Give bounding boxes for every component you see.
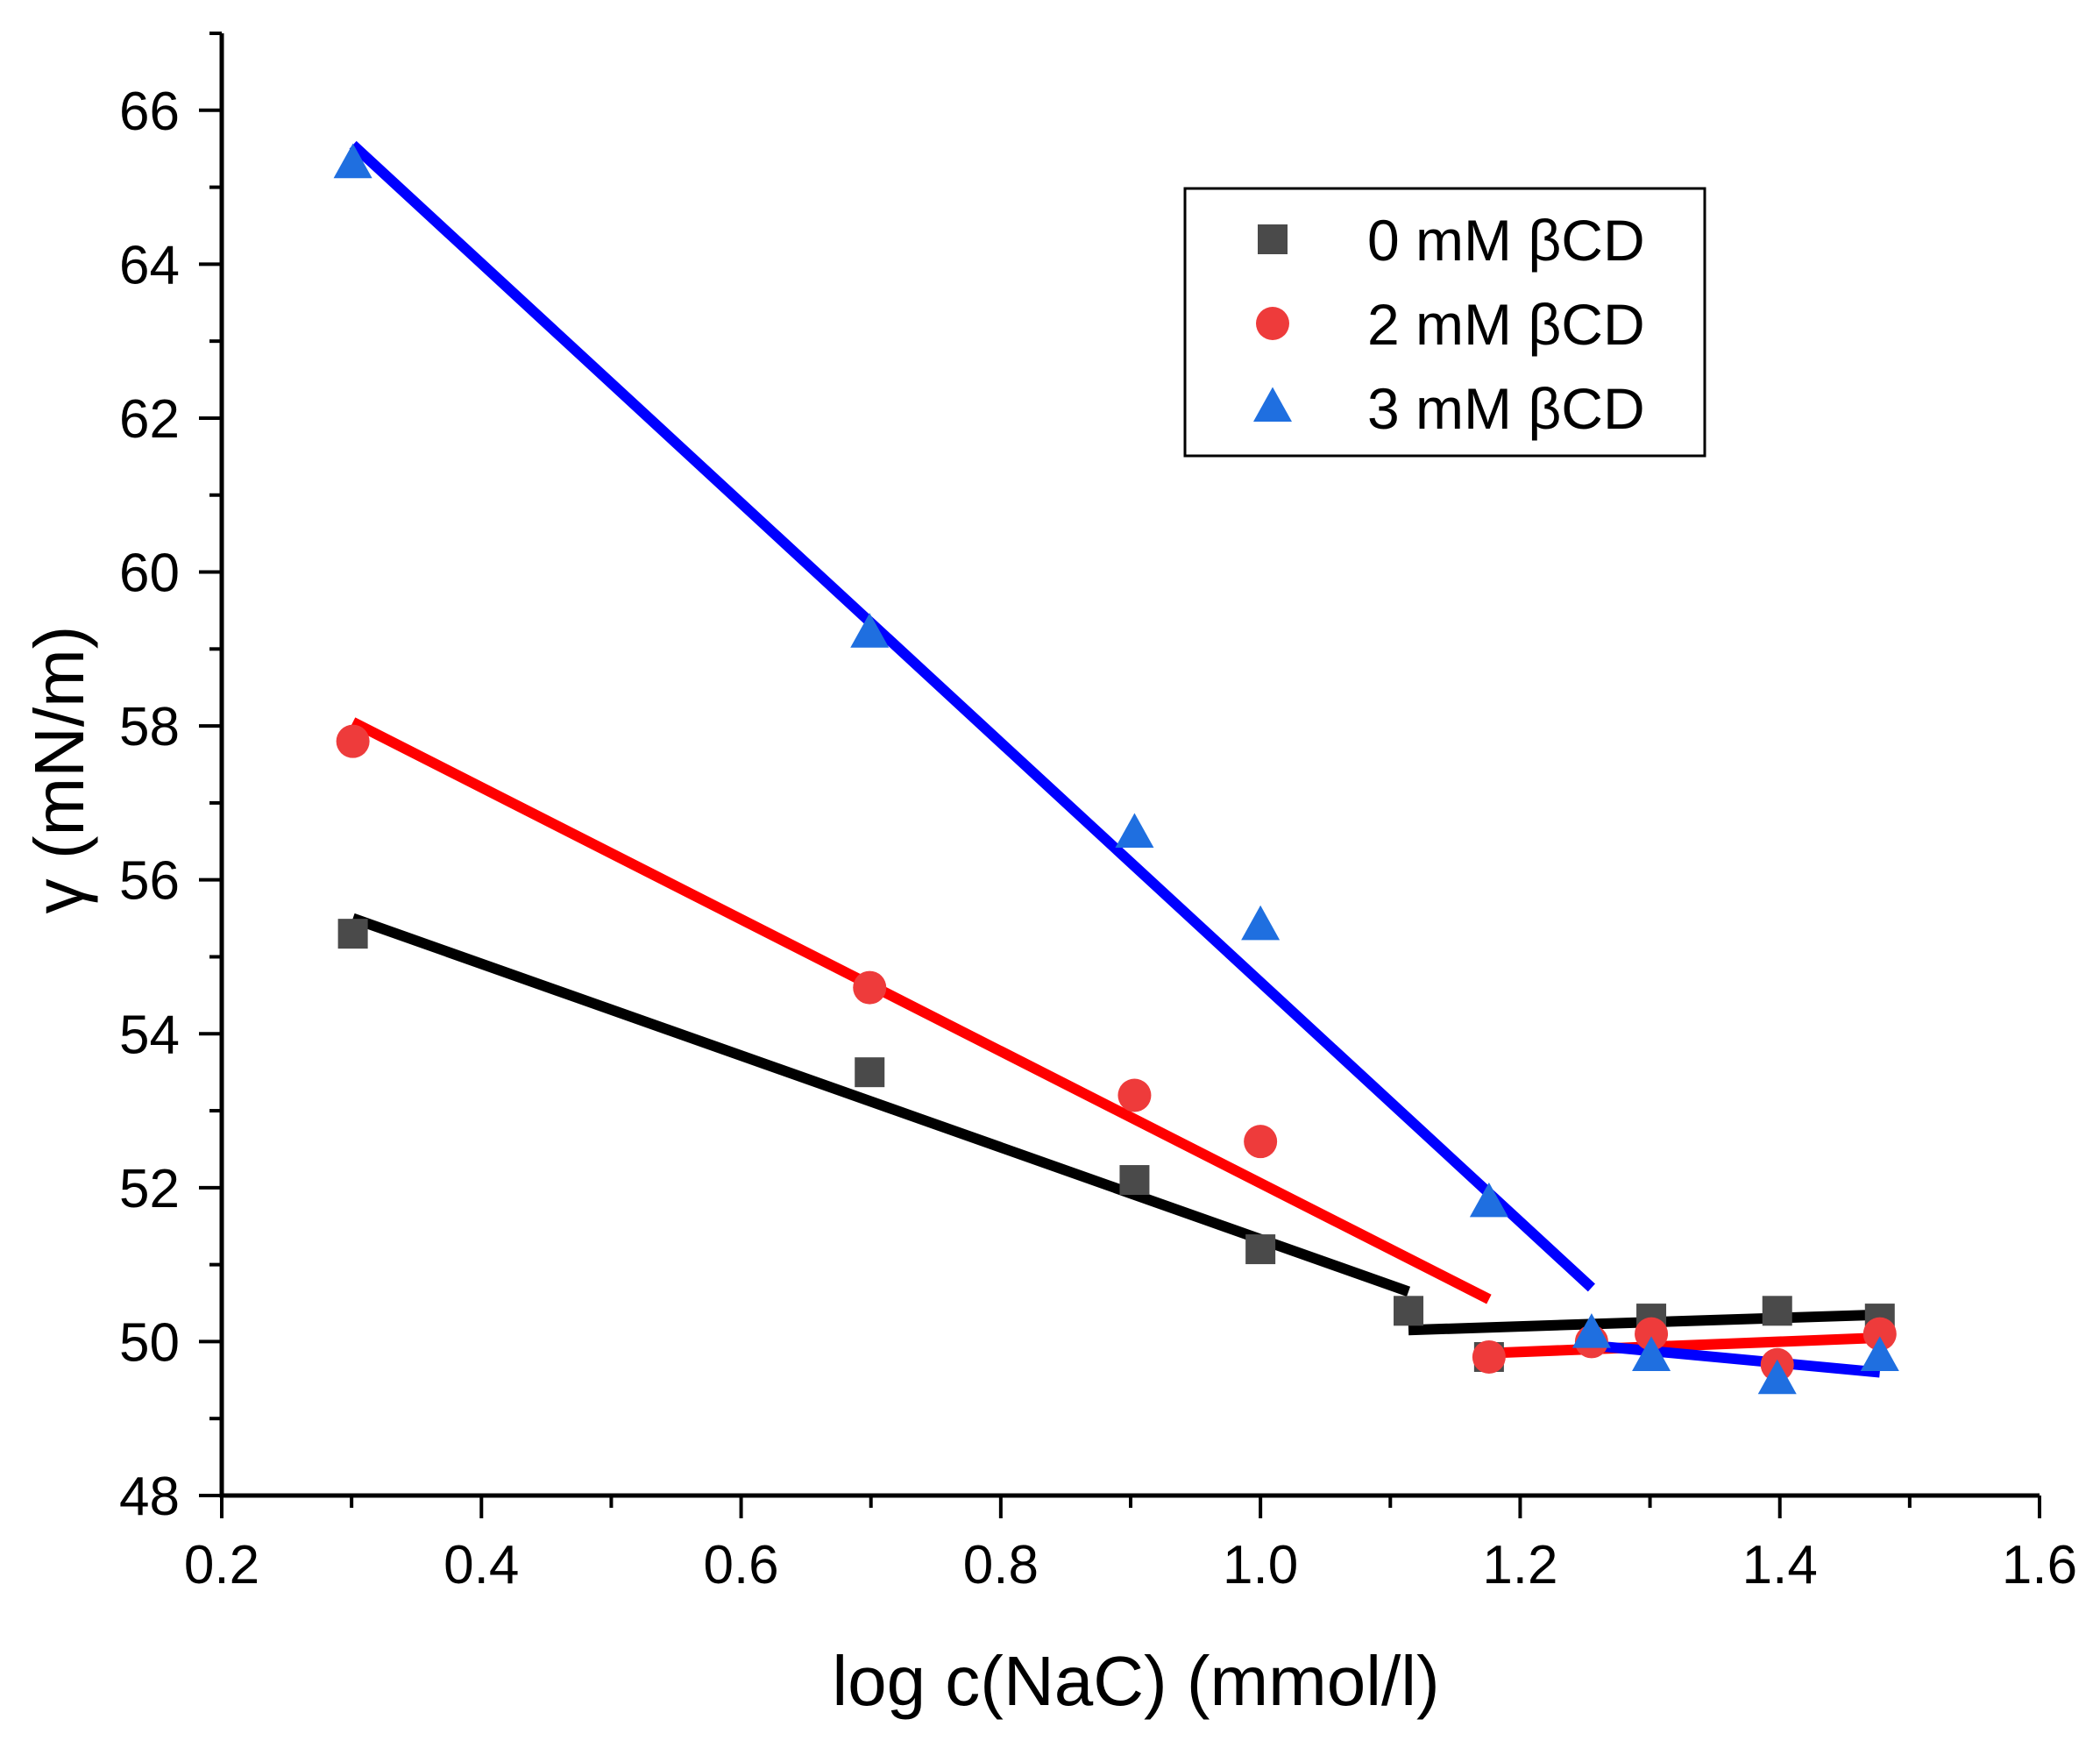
- legend-marker-circle: [1256, 307, 1289, 340]
- x-tick-label: 1.4: [1742, 1535, 1818, 1595]
- legend-label: 3 mM βCD: [1367, 376, 1645, 441]
- y-tick-label: 58: [119, 697, 180, 757]
- y-tick-label: 56: [119, 851, 180, 912]
- x-tick-label: 0.2: [184, 1535, 259, 1595]
- legend-label: 0 mM βCD: [1367, 208, 1645, 273]
- data-point-triangle: [1757, 1359, 1797, 1395]
- legend-marker-square: [1258, 224, 1288, 254]
- data-markers: [333, 143, 1899, 1395]
- y-axis-title: γ (mN/m): [20, 626, 98, 914]
- data-point-circle: [1244, 1125, 1278, 1159]
- data-point-triangle: [1469, 1182, 1508, 1218]
- legend-label: 2 mM βCD: [1367, 292, 1645, 357]
- legend-marker-triangle: [1253, 387, 1292, 422]
- x-tick-label: 0.6: [703, 1535, 778, 1595]
- fit-line-triangle: [1591, 1339, 1881, 1378]
- data-point-triangle: [333, 143, 372, 179]
- data-point-circle: [1117, 1078, 1152, 1112]
- legend: 0 mM βCD 2 mM βCD 3 mM βCD: [1183, 187, 1706, 458]
- data-point-square: [1245, 1234, 1276, 1265]
- y-tick-label: 54: [119, 1005, 180, 1065]
- y-tick-label: 64: [119, 235, 180, 295]
- y-tick-label: 66: [119, 82, 180, 142]
- x-tick-label: 0.4: [443, 1535, 519, 1595]
- fit-line-circle: [350, 717, 1492, 1304]
- data-point-triangle: [1115, 813, 1154, 848]
- data-point-square: [1119, 1165, 1150, 1196]
- y-tick-label: 60: [119, 544, 180, 604]
- data-point-triangle: [850, 613, 890, 648]
- fit-line-triangle: [349, 140, 1595, 1292]
- x-tick-label: 1.0: [1223, 1535, 1298, 1595]
- y-tick-label: 48: [119, 1467, 180, 1527]
- data-point-circle: [1635, 1317, 1669, 1351]
- data-point-triangle: [1632, 1336, 1671, 1371]
- axes: [219, 33, 2040, 1498]
- data-point-triangle: [1241, 905, 1281, 941]
- data-point-circle: [1472, 1339, 1506, 1374]
- data-point-circle: [1862, 1317, 1897, 1351]
- y-tick-label: 50: [119, 1312, 180, 1373]
- x-tick-label: 1.2: [1482, 1535, 1557, 1595]
- fit-line-circle: [1488, 1332, 1881, 1359]
- fit-lines: [349, 140, 1881, 1378]
- data-point-circle: [336, 724, 370, 758]
- data-point-square: [1762, 1296, 1792, 1326]
- x-tick-label: 0.8: [963, 1535, 1039, 1595]
- y-axis-ticks: 48 50 52 54 56 58 60 62 64 66: [119, 32, 222, 1527]
- data-point-square: [337, 919, 368, 949]
- y-tick-label: 52: [119, 1159, 180, 1219]
- data-point-triangle: [1860, 1336, 1899, 1371]
- y-tick-label: 62: [119, 389, 180, 450]
- data-point-circle: [853, 970, 887, 1005]
- data-point-square: [1394, 1296, 1424, 1326]
- x-axis-title: log c(NaC) (mmol/l): [832, 1642, 1439, 1720]
- x-axis-ticks: 0.2 0.4 0.6 0.8 1.0 1.2 1.4 1.6: [184, 1496, 2077, 1595]
- x-tick-label: 1.6: [2002, 1535, 2077, 1595]
- data-point-triangle: [1571, 1313, 1611, 1348]
- data-point-square: [855, 1057, 885, 1088]
- fit-line-square: [351, 913, 1411, 1297]
